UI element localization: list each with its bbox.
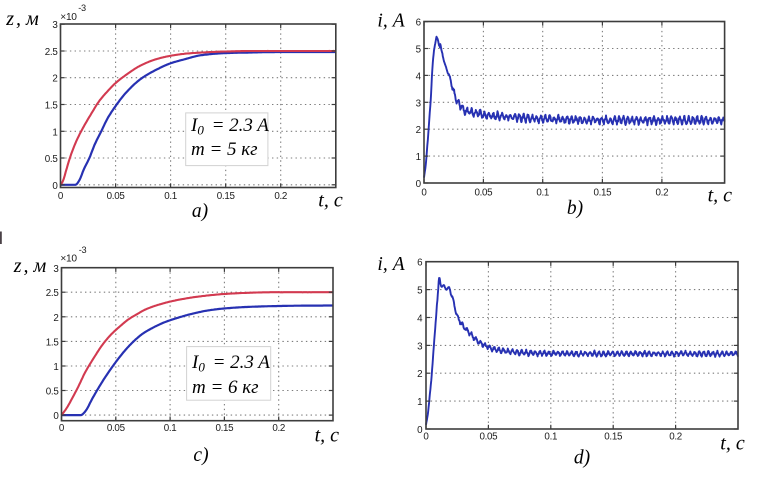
svg-text:0.05: 0.05 [107, 423, 126, 434]
svg-text:3: 3 [53, 264, 59, 275]
svg-text:I0 = 2.3 A: I0 = 2.3 A [191, 352, 270, 375]
svg-text:z,м: z,м [13, 255, 47, 277]
svg-text:0: 0 [53, 411, 59, 422]
svg-text:m = 5 кг: m = 5 кг [191, 139, 258, 160]
svg-text:-3: -3 [78, 3, 86, 13]
svg-text:1.5: 1.5 [46, 337, 60, 348]
svg-text:0.15: 0.15 [593, 188, 612, 199]
svg-text:0.15: 0.15 [604, 432, 623, 443]
svg-text:0.2: 0.2 [656, 188, 669, 199]
svg-text:0: 0 [58, 191, 64, 202]
svg-text:1: 1 [53, 362, 58, 373]
svg-text:I0 = 2.3 A: I0 = 2.3 A [190, 115, 269, 138]
svg-text:0.1: 0.1 [164, 191, 177, 202]
svg-text:1: 1 [52, 127, 57, 138]
svg-text:6: 6 [416, 18, 422, 29]
svg-text:0.5: 0.5 [46, 387, 60, 398]
svg-text:0.2: 0.2 [274, 191, 287, 202]
svg-text:0.1: 0.1 [536, 188, 549, 199]
svg-text:z,м: z,м [5, 8, 39, 30]
svg-text:1: 1 [416, 152, 421, 163]
svg-text:2: 2 [416, 125, 421, 136]
svg-text:5: 5 [417, 286, 423, 297]
svg-text:2: 2 [52, 74, 57, 85]
svg-text:c): c) [193, 445, 208, 466]
svg-text:3: 3 [52, 20, 58, 31]
svg-text:2: 2 [53, 313, 58, 324]
svg-text:0: 0 [423, 432, 429, 443]
svg-text:2.5: 2.5 [46, 288, 60, 299]
svg-text:3: 3 [417, 341, 423, 352]
svg-text:0.05: 0.05 [474, 188, 493, 199]
svg-text:m = 6 кг: m = 6 кг [192, 377, 259, 398]
svg-text:0.1: 0.1 [544, 432, 557, 443]
svg-text:5: 5 [416, 45, 422, 56]
svg-text:6: 6 [417, 258, 423, 269]
svg-text:0: 0 [59, 423, 65, 434]
svg-text:1: 1 [417, 397, 422, 408]
svg-text:0: 0 [417, 425, 423, 436]
svg-text:b): b) [567, 198, 583, 219]
svg-text:4: 4 [416, 71, 422, 82]
svg-text:0.15: 0.15 [217, 191, 236, 202]
svg-text:a): a) [192, 201, 208, 222]
svg-text:0.2: 0.2 [272, 423, 285, 434]
svg-text:0: 0 [52, 181, 58, 192]
svg-text:0.5: 0.5 [45, 154, 59, 165]
svg-text:×10: ×10 [60, 254, 77, 265]
svg-text:d): d) [574, 448, 590, 469]
svg-text:×10: ×10 [60, 12, 77, 23]
svg-text:0.2: 0.2 [669, 432, 682, 443]
svg-text:1.5: 1.5 [45, 101, 59, 112]
svg-text:3: 3 [416, 98, 422, 109]
svg-text:0.1: 0.1 [164, 423, 177, 434]
svg-text:2.5: 2.5 [45, 47, 59, 58]
svg-text:0.15: 0.15 [215, 423, 234, 434]
svg-text:4: 4 [417, 314, 423, 325]
svg-text:0.05: 0.05 [107, 191, 126, 202]
svg-text:0: 0 [421, 188, 427, 199]
svg-text:0: 0 [416, 179, 422, 190]
svg-text:-3: -3 [79, 245, 87, 255]
svg-text:2: 2 [417, 369, 422, 380]
svg-text:0.05: 0.05 [479, 432, 498, 443]
